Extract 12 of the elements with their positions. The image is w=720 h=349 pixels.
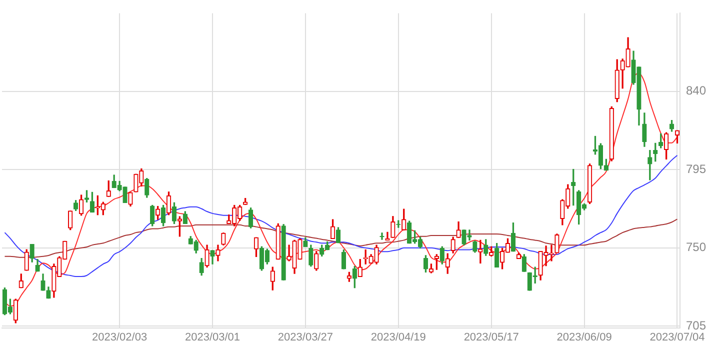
- candlestick: [380, 232, 384, 240]
- x-tick-label: 2023/04/19: [370, 331, 426, 344]
- x-tick-label: 2023/07/04: [650, 331, 705, 344]
- x-tick-label: 2023/03/01: [184, 331, 240, 344]
- x-tick-label: 2023/02/03: [92, 331, 148, 344]
- y-tick-label: 705: [686, 318, 706, 332]
- x-tick-label: 2023/03/27: [278, 331, 333, 344]
- y-tick-label: 795: [686, 162, 706, 176]
- x-tick-label: 2023/05/17: [464, 331, 519, 344]
- x-tick-label: 2023/06/09: [556, 331, 612, 344]
- y-tick-label: 750: [686, 240, 706, 254]
- y-tick-label: 840: [686, 84, 706, 98]
